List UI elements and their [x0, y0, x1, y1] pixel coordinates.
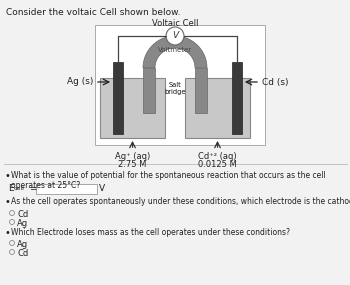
FancyBboxPatch shape: [113, 62, 123, 134]
FancyBboxPatch shape: [185, 78, 250, 138]
FancyBboxPatch shape: [143, 68, 155, 113]
Text: Ag (s): Ag (s): [66, 78, 93, 87]
Text: What is the value of potential for the spontaneous reaction that occurs as the c: What is the value of potential for the s…: [11, 171, 326, 190]
FancyBboxPatch shape: [232, 62, 242, 134]
Text: V: V: [172, 32, 178, 40]
Text: E: E: [8, 184, 14, 193]
FancyBboxPatch shape: [195, 68, 207, 113]
Text: •: •: [5, 197, 11, 207]
Text: Cd⁺² (aq): Cd⁺² (aq): [198, 152, 237, 161]
Text: V: V: [99, 184, 105, 193]
Circle shape: [9, 211, 14, 215]
FancyBboxPatch shape: [95, 25, 265, 145]
Text: Ag: Ag: [17, 219, 28, 228]
Text: cell: cell: [14, 186, 25, 191]
Text: Voltmeter: Voltmeter: [158, 46, 192, 52]
Text: Cd (s): Cd (s): [262, 78, 288, 87]
Text: •: •: [5, 228, 11, 238]
Text: Which Electrode loses mass as the cell operates under these conditions?: Which Electrode loses mass as the cell o…: [11, 228, 290, 237]
FancyBboxPatch shape: [35, 184, 97, 194]
Circle shape: [9, 219, 14, 225]
Circle shape: [9, 241, 14, 245]
Text: Cd: Cd: [17, 249, 28, 258]
Text: 2.75 M: 2.75 M: [118, 160, 147, 169]
Text: Voltaic Cell: Voltaic Cell: [152, 19, 198, 28]
Text: As the cell operates spontaneously under these conditions, which electrode is th: As the cell operates spontaneously under…: [11, 197, 350, 206]
Polygon shape: [143, 36, 207, 68]
Circle shape: [9, 249, 14, 255]
Text: Salt
bridge: Salt bridge: [164, 82, 186, 95]
Text: Ag⁺ (aq): Ag⁺ (aq): [115, 152, 150, 161]
Text: =: =: [29, 184, 36, 193]
FancyBboxPatch shape: [100, 78, 165, 138]
Text: Cd: Cd: [17, 210, 28, 219]
Circle shape: [166, 27, 184, 45]
Text: Ag: Ag: [17, 240, 28, 249]
Text: •: •: [5, 171, 11, 181]
Text: Consider the voltaic Cell shown below.: Consider the voltaic Cell shown below.: [6, 8, 181, 17]
Text: 0.0125 M: 0.0125 M: [198, 160, 237, 169]
